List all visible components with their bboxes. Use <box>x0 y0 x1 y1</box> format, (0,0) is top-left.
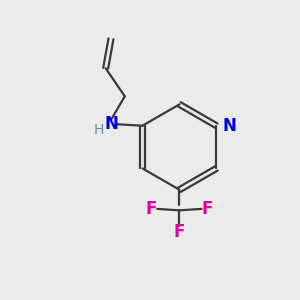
Text: F: F <box>174 224 185 242</box>
Text: H: H <box>94 122 104 136</box>
Text: N: N <box>223 117 237 135</box>
Text: N: N <box>105 115 118 133</box>
Text: F: F <box>202 200 213 218</box>
Text: F: F <box>146 200 157 218</box>
